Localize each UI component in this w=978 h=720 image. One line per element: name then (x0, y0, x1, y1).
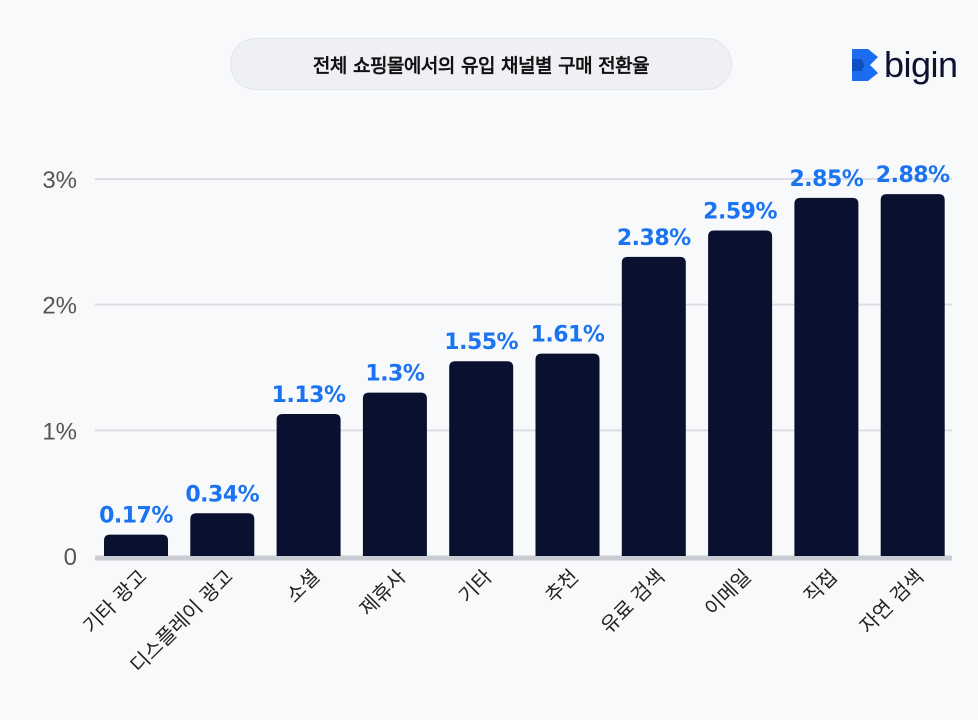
data-label: 1.61% (531, 323, 605, 348)
bar (190, 513, 255, 556)
bar (449, 361, 514, 556)
y-tick-label: 1% (42, 418, 77, 445)
chart-title: 전체 쇼핑몰에서의 유입 채널별 구매 전환율 (230, 38, 732, 90)
bar (362, 392, 427, 556)
logo-text: bigin (884, 44, 958, 85)
y-tick-label: 2% (42, 293, 77, 320)
data-label: 1.3% (365, 362, 424, 387)
x-tick-label: 기타 광고 (78, 565, 152, 639)
data-label: 2.59% (703, 200, 777, 225)
data-label: 0.34% (185, 482, 259, 507)
x-tick-label: 유료 검색 (596, 565, 670, 639)
bigin-logo: bigin (852, 44, 958, 86)
data-label: 1.13% (272, 383, 346, 408)
y-tick-label: 3% (42, 167, 77, 194)
bar (276, 413, 341, 556)
bar (621, 256, 686, 556)
bar (794, 197, 859, 556)
x-tick-label: 자연 검색 (855, 565, 929, 639)
x-tick-label: 추천 (540, 565, 583, 608)
x-tick-label: 직접 (799, 565, 842, 608)
data-label: 2.88% (876, 163, 950, 188)
bigin-logo-icon (852, 49, 878, 81)
bar (104, 534, 168, 556)
x-tick-label: 이메일 (700, 565, 756, 621)
data-label: 2.38% (617, 226, 691, 251)
x-tick-label: 제휴사 (354, 565, 410, 621)
bar (880, 194, 945, 556)
x-tick-label: 기타 (454, 565, 497, 608)
x-tick-label: 소셜 (281, 565, 324, 608)
y-tick-label: 0 (64, 544, 77, 571)
data-label: 2.85% (789, 167, 863, 192)
bar (535, 353, 600, 556)
data-label: 1.55% (444, 330, 518, 355)
data-label: 0.17% (99, 504, 173, 529)
bar (708, 230, 773, 557)
